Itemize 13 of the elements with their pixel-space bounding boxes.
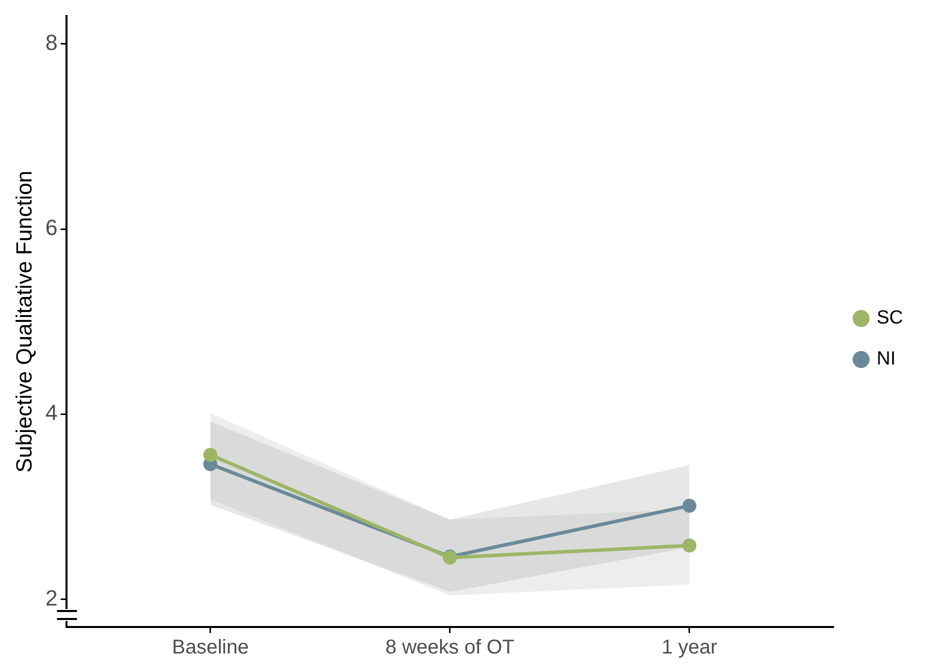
- x-tick-label: 8 weeks of OT: [385, 636, 514, 659]
- legend-label: SC: [876, 308, 904, 329]
- y-tick-label: 4: [45, 400, 58, 426]
- point: [682, 538, 696, 553]
- x-tick-label: 1 year: [662, 636, 718, 659]
- y-tick-label: 6: [45, 215, 58, 240]
- y-tick-label: 8: [45, 30, 58, 56]
- point: [682, 498, 696, 513]
- x-tick-label: Baseline: [172, 636, 249, 659]
- y-tick-label: 2: [45, 585, 58, 610]
- legend-label: NI: [876, 348, 896, 370]
- y-axis-title: Subjective Qualitative Function: [11, 170, 36, 473]
- point: [203, 448, 218, 462]
